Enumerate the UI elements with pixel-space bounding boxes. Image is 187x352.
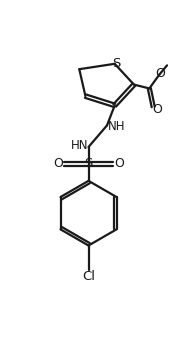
Text: NH: NH bbox=[108, 120, 125, 133]
Text: HN: HN bbox=[70, 139, 88, 152]
Text: O: O bbox=[114, 157, 124, 170]
Text: S: S bbox=[112, 57, 120, 70]
Text: S: S bbox=[84, 157, 93, 170]
Text: Cl: Cl bbox=[82, 270, 95, 283]
Text: O: O bbox=[53, 157, 63, 170]
Text: O: O bbox=[152, 103, 162, 116]
Text: O: O bbox=[155, 67, 165, 80]
